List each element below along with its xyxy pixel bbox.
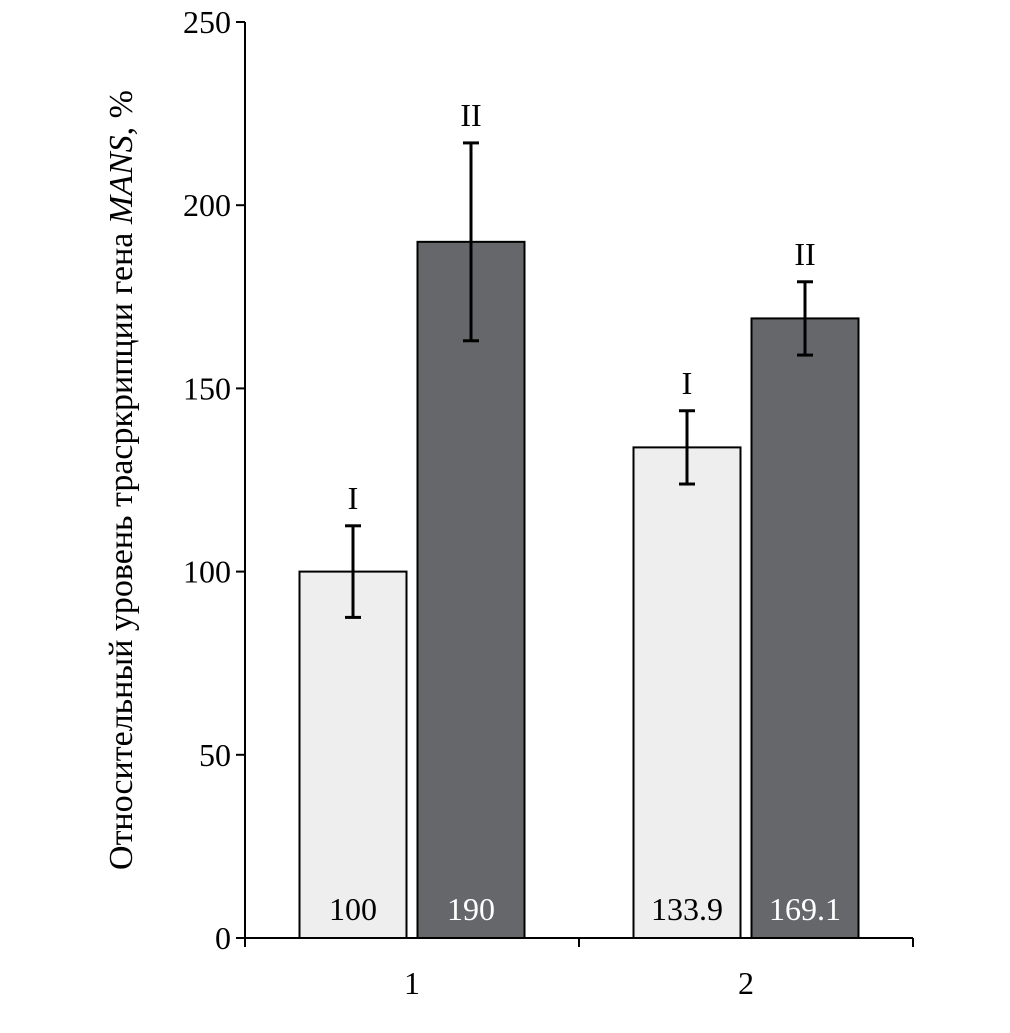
bar xyxy=(416,240,526,939)
y-tick-label: 50 xyxy=(199,737,231,773)
series-label: II xyxy=(794,236,815,272)
y-axis-label: Относительный уровень трасркрипции гена … xyxy=(103,90,140,870)
x-tick-label: 2 xyxy=(738,965,754,1001)
y-tick-label: 0 xyxy=(215,920,231,956)
y-tick-label: 100 xyxy=(183,554,231,590)
series-label: I xyxy=(682,365,693,401)
bar xyxy=(750,317,860,939)
bar-value-label: 169.1 xyxy=(769,891,841,927)
series-label: I xyxy=(348,480,359,516)
bar-value-label: 133.9 xyxy=(651,891,723,927)
bar xyxy=(632,446,742,939)
y-tick-label: 150 xyxy=(183,370,231,406)
x-tick-label: 1 xyxy=(404,965,420,1001)
series-label: II xyxy=(460,97,481,133)
y-tick-label: 200 xyxy=(183,187,231,223)
y-tick-label: 250 xyxy=(183,4,231,40)
bar-value-label: 190 xyxy=(447,891,495,927)
bar-value-label: 100 xyxy=(329,891,377,927)
bar xyxy=(298,570,408,939)
